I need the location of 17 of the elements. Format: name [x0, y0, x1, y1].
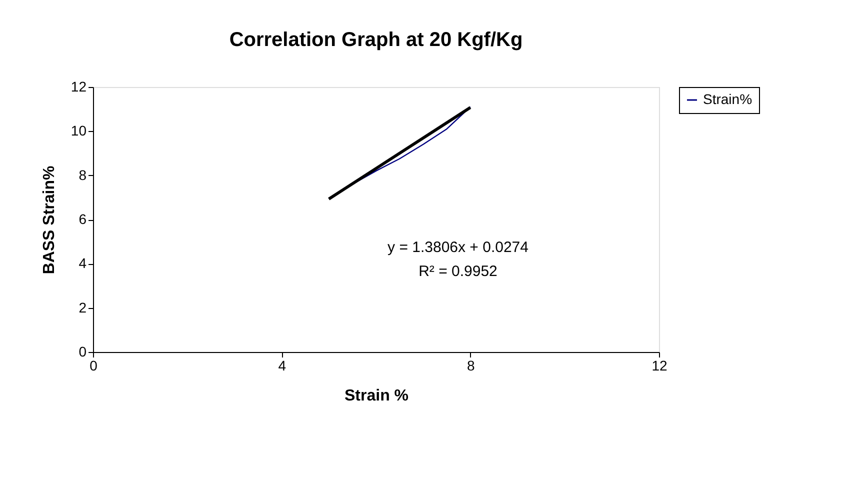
x-tick-label: 4	[278, 358, 286, 374]
x-axis-title: Strain %	[344, 388, 409, 404]
legend-label: Strain%	[703, 91, 752, 107]
y-tick-label: 8	[78, 166, 87, 183]
y-axis-title: BASS Strain%	[40, 166, 58, 274]
y-tick-label: 6	[78, 211, 87, 227]
y-tick-label: 2	[78, 299, 87, 316]
y-tick-label: 10	[70, 122, 87, 139]
y-tick-label: 4	[78, 255, 87, 272]
annotation: R² = 0.9952	[418, 263, 498, 280]
annotation: y = 1.3806x + 0.0274	[388, 239, 528, 256]
x-tick-label: 8	[466, 358, 475, 374]
chart-title: Correlation Graph at 20 Kgf/Kg	[229, 29, 523, 51]
x-tick-label: 0	[90, 358, 98, 374]
y-tick-label: 12	[70, 78, 87, 94]
x-tick-label: 12	[652, 358, 668, 374]
y-tick-label: 0	[78, 344, 87, 360]
